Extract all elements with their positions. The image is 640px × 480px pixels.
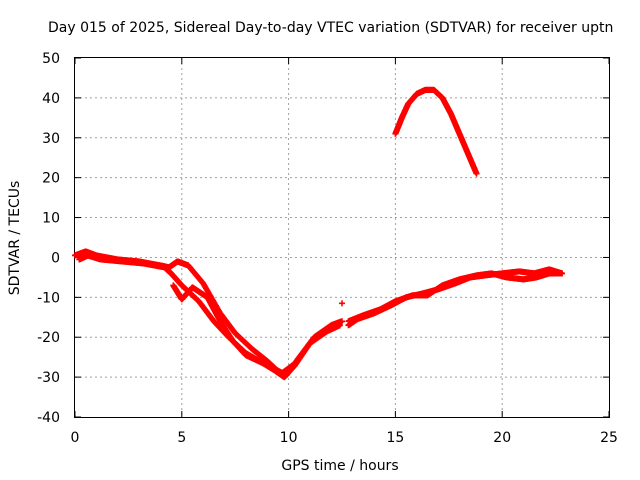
- y-tick-label: 20: [42, 171, 60, 187]
- y-tick-label: -30: [37, 370, 60, 386]
- x-tick-label: 25: [600, 430, 618, 446]
- x-axis-title: GPS time / hours: [281, 458, 398, 474]
- data-point: [473, 170, 480, 177]
- grid-lines: [75, 58, 609, 417]
- data-point: [559, 270, 566, 277]
- y-tick-labels: 50 40 30 20 10 0 -10 -20 -30 -40: [37, 51, 60, 426]
- x-tick-label: 20: [493, 430, 511, 446]
- x-tick-labels: 0 5 10 15 20 25: [71, 430, 618, 446]
- x-tick-label: 10: [280, 430, 298, 446]
- x-tick-label: 5: [177, 430, 186, 446]
- y-tick-label: 40: [42, 91, 60, 107]
- outlier-point: [339, 300, 345, 307]
- y-tick-label: 30: [42, 131, 60, 147]
- y-tick-label: 10: [42, 211, 60, 227]
- plot-frame: [74, 57, 610, 418]
- data-points: [72, 86, 566, 381]
- data-point: [336, 322, 343, 329]
- chart-title: Day 015 of 2025, Sidereal Day-to-day VTE…: [48, 20, 613, 36]
- y-axis-title: SDTVAR / TECUs: [7, 181, 23, 296]
- axis-ticks: [74, 57, 610, 418]
- x-tick-label: 0: [71, 430, 80, 446]
- x-tick-label: 15: [386, 430, 404, 446]
- y-tick-label: -10: [37, 290, 60, 306]
- y-tick-label: 0: [51, 250, 60, 266]
- y-tick-label: -40: [37, 410, 60, 426]
- y-tick-label: -20: [37, 330, 60, 346]
- data-point: [289, 362, 296, 369]
- y-tick-label: 50: [42, 51, 60, 67]
- data-point: [339, 318, 345, 325]
